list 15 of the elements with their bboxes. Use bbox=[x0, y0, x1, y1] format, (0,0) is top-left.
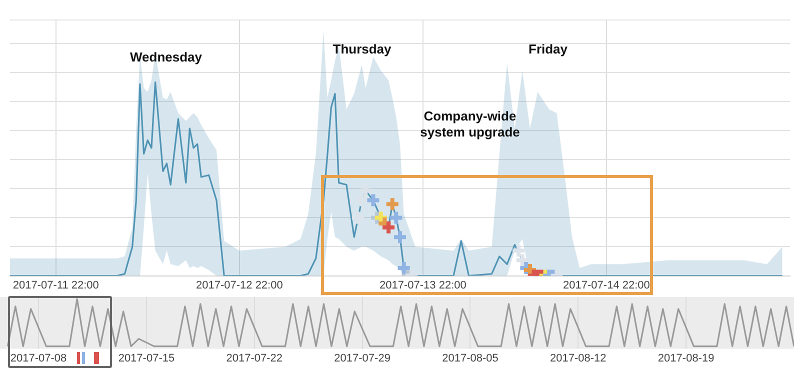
x-tick-label: 2017-07-12 22:00 bbox=[196, 279, 283, 292]
text: Thursday bbox=[332, 42, 392, 57]
x-tick-label: 2017-07-13 22:00 bbox=[380, 279, 466, 292]
x-tick-label: 2017-08-05 bbox=[442, 352, 498, 364]
x-tick-label: 2017-08-19 bbox=[658, 352, 714, 364]
annotation: Company-wide system upgrade bbox=[420, 108, 520, 140]
text: Friday bbox=[528, 42, 568, 57]
x-tick-label: 2017-07-08 bbox=[10, 352, 67, 364]
x-tick-label: 2017-08-12 bbox=[550, 352, 606, 364]
x-tick-label: 2017-07-22 bbox=[226, 352, 283, 364]
x-tick-label: 2017-07-15 bbox=[118, 352, 175, 364]
x-tick-label: 2017-07-11 22:00 bbox=[12, 279, 99, 292]
x-tick-label: 2017-07-14 22:00 bbox=[563, 279, 650, 292]
x-tick-label: 2017-07-29 bbox=[334, 352, 390, 364]
text: Wednesday bbox=[130, 50, 203, 65]
